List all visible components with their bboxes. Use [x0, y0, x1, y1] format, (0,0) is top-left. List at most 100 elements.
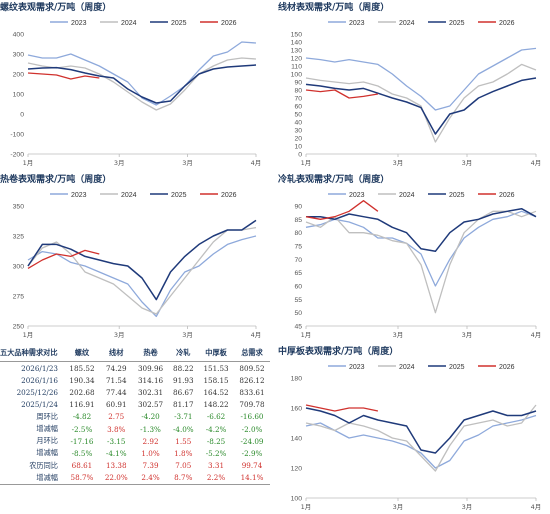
table-cell: 7.05 [175, 461, 192, 471]
x-tick-label: 3月 [182, 159, 193, 167]
chart-title: 线材表观需求/万吨（周度） [278, 3, 390, 13]
chart-title: 螺纹表观需求/万吨（周度） [0, 3, 112, 13]
legend-label-2026: 2026 [499, 364, 515, 371]
legend-label-2026: 2026 [221, 20, 237, 27]
row-label: 2026/1/16 [21, 375, 58, 385]
col-header: 线材 [99, 345, 133, 362]
y-tick-label: 350 [13, 204, 25, 211]
row-label: 增减幅 [36, 472, 58, 482]
y-tick-label: 45 [294, 324, 302, 331]
x-tick-label: 4月 [251, 159, 262, 167]
series-line-2026 [27, 249, 100, 269]
table-cell: -24.09 [240, 436, 264, 446]
table-cell: -1.3% [140, 424, 161, 434]
row-label: 农历同比 [29, 460, 58, 470]
series-line-2023 [305, 47, 537, 111]
series-line-2023 [27, 235, 257, 318]
series-line-2026 [27, 72, 100, 80]
summary-table: 五大品种需求对比 螺纹 线材 热卷 冷轧 中厚板 总需求 2026/1/23 18… [0, 345, 270, 485]
table-row: 月环比 -17.16 -3.15 2.92 1.55 -8.25 -24.09 [0, 435, 270, 447]
series-line-2024 [305, 404, 537, 472]
y-tick-label: 0 [20, 112, 24, 119]
table-cell: -16.60 [240, 412, 264, 422]
table-row: 增减幅 -2.5% 3.8% -1.3% -4.0% -4.2% -2.0% [0, 423, 270, 435]
series-line-2025 [305, 407, 537, 454]
table-cell: -4.2% [205, 424, 227, 434]
y-tick-label: 400 [13, 32, 25, 39]
table-cell: 190.34 [69, 375, 95, 385]
series-line-2024 [305, 210, 537, 314]
table-cell: 1.55 [175, 436, 192, 446]
panel-coldcoil: 冷轧表观需求/万吨（周度） 2023 2024 2025 2026 90 85 80 75 70… [278, 172, 550, 342]
table-cell: -8.25 [206, 436, 226, 446]
legend-label-2024: 2024 [121, 192, 137, 199]
y-tick-label: 150 [291, 32, 303, 39]
series-line-2026 [305, 200, 379, 220]
table-header-row: 五大品种需求对比 螺纹 线材 热卷 冷轧 中厚板 总需求 [0, 345, 270, 362]
y-tick-label: 60 [294, 104, 302, 111]
table-cell: 1.0% [141, 448, 160, 458]
x-tick-label: 3月 [462, 331, 473, 339]
table-cell: 81.17 [173, 400, 194, 410]
y-tick-label: 275 [13, 294, 25, 301]
chart-wire: 2023 2024 2025 2026150140130120110100908070… [291, 20, 542, 167]
table-cell: 86.67 [173, 387, 194, 397]
y-tick-label: 130 [291, 48, 303, 55]
table-cell: 302.31 [137, 387, 164, 397]
panel-plate: 中厚板表观需求/万吨（周度） 2023 2024 2025 2026 180 160 140… [278, 344, 550, 514]
y-tick-label: 100 [13, 92, 25, 99]
table-cell: 202.68 [69, 387, 95, 397]
table-cell: 3.31 [208, 461, 225, 471]
series-line-2026 [305, 404, 379, 412]
table-cell: 99.74 [241, 461, 263, 471]
chart-title: 中厚板表观需求/万吨（周度） [278, 347, 399, 357]
table-cell: -2.0% [241, 424, 263, 434]
table-cell: 151.53 [203, 363, 229, 373]
x-tick-label: 3月 [393, 159, 404, 167]
table-row: 农历同比 68.61 13.38 7.39 7.05 3.31 99.74 [0, 460, 270, 472]
y-tick-label: -200 [10, 152, 24, 159]
table-cell: 164.52 [203, 387, 229, 397]
legend-label-2026: 2026 [499, 20, 515, 27]
table-cell: -4.82 [72, 412, 92, 422]
y-tick-label: 40 [294, 120, 302, 127]
series-line-2023 [27, 41, 257, 106]
row-label: 2025/1/24 [21, 400, 58, 410]
table-cell: 58.7% [70, 473, 94, 483]
y-tick-label: 110 [291, 64, 302, 71]
table-cell: 3.8% [107, 424, 126, 434]
legend: 2023 2024 2025 2026 [50, 20, 237, 27]
table-cell: 116.91 [69, 400, 95, 410]
row-label: 增减幅 [36, 424, 58, 434]
legend: 2023 2024 2025 2026 [328, 364, 515, 371]
legend-label-2023: 2023 [71, 192, 87, 199]
table-cell: 91.93 [173, 375, 194, 385]
series-line-2025 [305, 77, 537, 135]
y-tick-label: 10 [294, 144, 302, 151]
series-line-2023 [305, 210, 537, 287]
table-cell: 826.12 [239, 375, 265, 385]
series-line-2025 [306, 207, 537, 253]
y-tick-label: 180 [291, 376, 303, 383]
table-row: 周环比 -4.82 2.75 -4.20 -3.71 -6.62 -16.60 [0, 411, 270, 423]
table-cell: -5.2% [205, 448, 227, 458]
table-cell: 8.7% [174, 473, 193, 483]
y-tick-label: 65 [294, 270, 302, 277]
y-tick-label: 140 [291, 40, 303, 47]
legend-label-2024: 2024 [399, 20, 415, 27]
x-tick-label: 4月 [531, 503, 542, 511]
table-cell: 809.52 [239, 363, 265, 373]
series-line-2023 [305, 414, 537, 469]
row-label: 增减幅 [36, 448, 58, 458]
table-cell: 22.0% [104, 473, 128, 483]
y-tick-label: 70 [294, 96, 302, 103]
x-tick-label: 4月 [251, 331, 262, 339]
col-header: 中厚板 [198, 345, 235, 362]
x-tick-label: 1月 [23, 331, 34, 339]
y-tick-label: 85 [294, 217, 302, 224]
table-cell: 88.22 [173, 363, 194, 373]
y-tick-label: 50 [294, 310, 302, 317]
series-line-2025 [27, 64, 257, 104]
